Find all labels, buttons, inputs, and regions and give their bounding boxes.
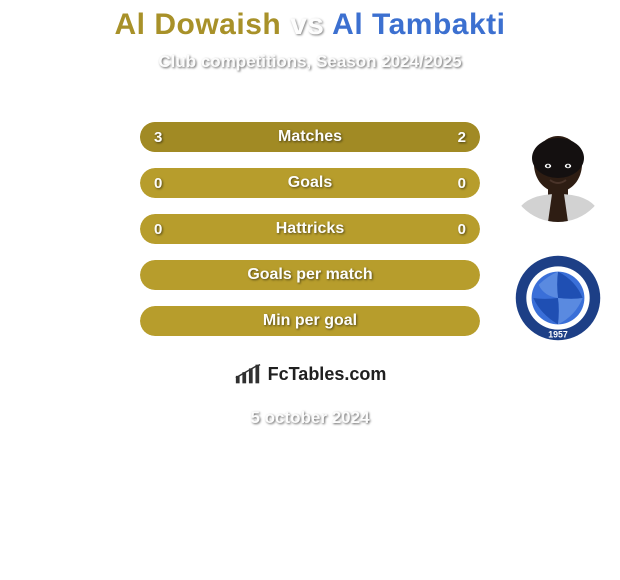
stat-value-left: 0 — [154, 214, 162, 244]
stat-row: Hattricks0 0 — [140, 214, 480, 244]
stat-value-left: 0 — [154, 168, 162, 198]
stat-row: Goals per match — [140, 260, 480, 290]
comparison-bars: Matches32Goals00Hattricks00Goals per mat… — [140, 122, 480, 352]
player2-club-logo: 1957 — [508, 248, 608, 348]
stat-label: Matches — [140, 122, 480, 152]
stat-row: Min per goal — [140, 306, 480, 336]
page-title: Al Dowaish vs Al Tambakti — [0, 0, 620, 42]
title-player1: Al Dowaish — [115, 8, 282, 41]
face-icon — [508, 122, 608, 222]
stat-label: Hattricks — [140, 214, 480, 244]
stat-row: Goals0 0 — [140, 168, 480, 198]
club-year: 1957 — [548, 330, 568, 340]
title-player2: Al Tambakti — [332, 8, 505, 41]
player1-club-logo — [20, 172, 120, 207]
stat-value-right: 0 — [458, 214, 466, 244]
date-label: 5 october 2024 — [0, 408, 620, 428]
chart-icon — [234, 362, 262, 386]
stat-label: Goals — [140, 168, 480, 198]
subtitle: Club competitions, Season 2024/2025 — [0, 52, 620, 72]
stat-label: Goals per match — [140, 260, 480, 290]
stat-value-right: 2 — [458, 122, 466, 152]
stat-value-left: 3 — [154, 122, 162, 152]
player1-silhouette — [10, 118, 110, 153]
title-vs: vs — [290, 8, 324, 41]
watermark: FcTables.com — [200, 352, 420, 396]
player2-photo — [508, 122, 608, 222]
stat-row: Matches3 2 — [140, 122, 480, 152]
club-badge-icon: 1957 — [514, 254, 602, 342]
stat-label: Min per goal — [140, 306, 480, 336]
stat-value-right: 0 — [458, 168, 466, 198]
watermark-label: FcTables.com — [268, 364, 387, 385]
infographic: Al Dowaish vs Al Tambakti Club competiti… — [0, 0, 620, 440]
